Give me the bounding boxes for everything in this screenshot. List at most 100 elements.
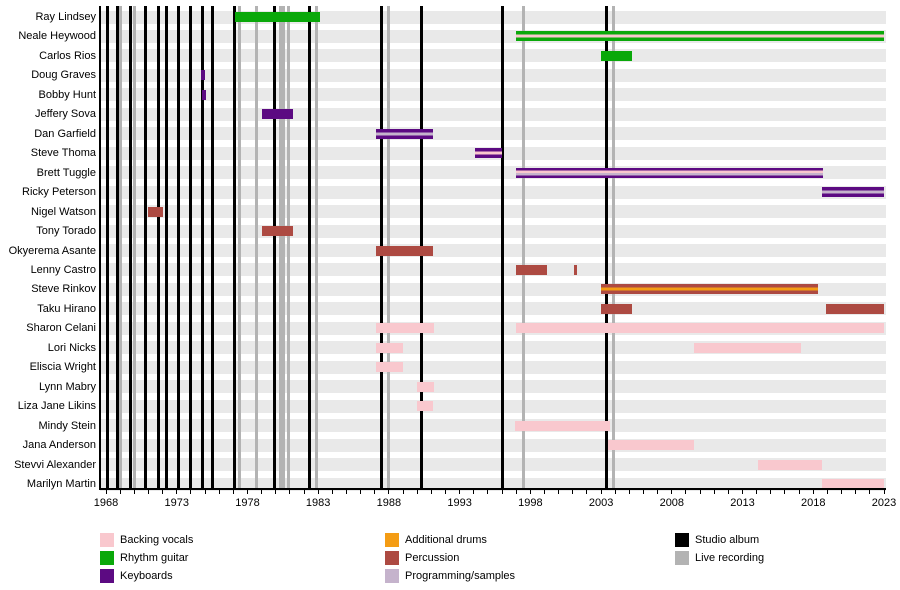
timeline-bar [376, 342, 404, 353]
axis-tick [727, 489, 729, 494]
studio-album-line [605, 6, 609, 488]
member-label: Neale Heywood [18, 30, 96, 43]
studio-album-line [233, 6, 237, 488]
timeline-bar [758, 459, 822, 470]
year-label: 1978 [235, 497, 260, 509]
programming-samples-legend-swatch [385, 569, 399, 583]
live-recording-line [132, 6, 136, 488]
live-recording-line [611, 6, 615, 488]
timeline-bar [234, 12, 320, 22]
year-label: 1973 [164, 497, 189, 509]
member-label: Marilyn Martin [26, 478, 96, 491]
member-label: Stevvi Alexander [14, 458, 96, 471]
percussion-legend-swatch [385, 551, 399, 565]
axis-tick [360, 489, 362, 494]
axis-tick [770, 489, 772, 494]
studio-album-line [210, 6, 214, 488]
axis-tick [826, 489, 828, 494]
studio-album-line [106, 6, 110, 488]
member-label: Okyerema Asante [8, 244, 96, 257]
year-label: 1993 [447, 497, 472, 509]
row-band [100, 205, 886, 219]
live-recording-line [282, 6, 286, 488]
axis-tick [162, 489, 164, 494]
studio-album-legend-swatch [675, 533, 689, 547]
member-label: Lenny Castro [30, 263, 96, 276]
timeline-bar [376, 128, 433, 139]
timeline-bar [514, 420, 610, 431]
row-band [100, 88, 886, 102]
axis-tick [572, 489, 574, 494]
legend-label: Percussion [405, 552, 460, 564]
legend-label: Programming/samples [405, 570, 516, 582]
backing-vocals-legend-swatch [100, 533, 114, 547]
timeline-bar [376, 362, 404, 373]
axis-tick [586, 489, 588, 494]
studio-album-line [115, 6, 119, 488]
axis-tick [204, 489, 206, 494]
axis-tick [855, 489, 857, 494]
timeline-bar [148, 206, 163, 217]
x-axis-line [99, 488, 886, 490]
legend-label: Live recording [695, 552, 765, 564]
row-band [100, 185, 886, 199]
axis-tick [685, 489, 687, 494]
axis-tick [289, 489, 291, 494]
year-label: 2008 [659, 497, 685, 509]
axis-tick [459, 489, 461, 494]
member-label: Taku Hirano [37, 302, 96, 315]
studio-album-line [176, 6, 180, 488]
year-label: 1983 [305, 497, 331, 509]
timeline-bar [601, 303, 633, 314]
timeline-bar [200, 70, 205, 81]
timeline-bar [516, 323, 884, 334]
row-band [100, 224, 886, 238]
axis-tick [713, 489, 715, 494]
axis-tick [402, 489, 404, 494]
member-label: Lynn Mabry [38, 380, 96, 393]
axis-tick [444, 489, 446, 494]
axis-tick [133, 489, 135, 494]
year-label: 2018 [801, 497, 826, 509]
studio-album-line [143, 6, 147, 488]
member-label: Jeffery Sova [35, 108, 96, 121]
live-recording-legend-swatch [675, 551, 689, 565]
axis-tick [275, 489, 277, 494]
axis-tick [558, 489, 560, 494]
axis-tick [699, 489, 701, 494]
timeline-bar [821, 479, 884, 490]
year-label: 2003 [588, 497, 614, 509]
studio-album-line [308, 6, 312, 488]
axis-tick [232, 489, 234, 494]
timeline-bar [516, 264, 548, 275]
axis-tick [105, 489, 107, 494]
axis-tick [261, 489, 263, 494]
row-band [100, 458, 886, 472]
row-band [100, 127, 886, 141]
axis-tick [544, 489, 545, 494]
axis-tick [501, 489, 503, 494]
axis-tick [246, 489, 248, 494]
year-label: 1968 [93, 497, 119, 509]
legend-label: Backing vocals [120, 534, 194, 546]
timeline-bar [694, 342, 801, 353]
axis-tick [430, 489, 432, 494]
live-recording-line [315, 6, 319, 488]
studio-album-line [272, 6, 276, 488]
legend-label: Studio album [695, 534, 760, 546]
member-label: Eliscia Wright [29, 361, 96, 374]
studio-album-line [165, 6, 169, 488]
axis-tick [883, 489, 885, 494]
member-label: Steve Rinkov [31, 283, 96, 296]
timeline-bar [821, 187, 884, 198]
row-band [100, 244, 886, 258]
axis-tick [303, 489, 305, 494]
axis-tick [147, 489, 149, 494]
timeline-bar [826, 303, 884, 314]
row-band [100, 49, 886, 63]
row-band [100, 360, 886, 374]
live-recording-line [279, 6, 283, 488]
y-axis-line [99, 6, 101, 488]
axis-tick [374, 489, 376, 494]
